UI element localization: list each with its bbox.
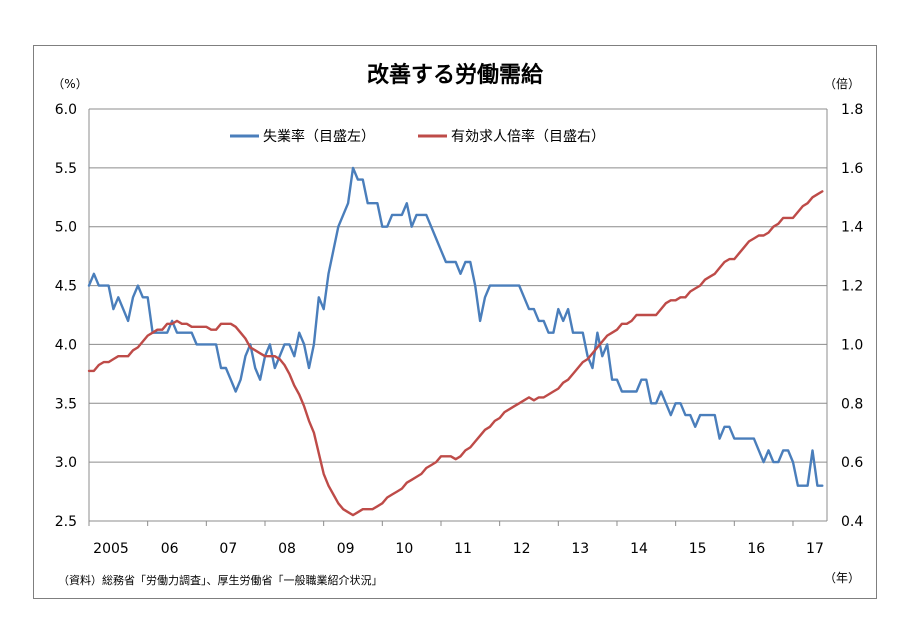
left-tick-label: 4.0 bbox=[55, 337, 77, 353]
legend-label-job-ratio: 有効求人倍率（目盛右） bbox=[451, 128, 605, 145]
legend-label-unemployment: 失業率（目盛左） bbox=[263, 128, 375, 145]
left-tick-label: 4.5 bbox=[55, 279, 77, 295]
right-axis-ticks: 0.4 0.6 0.8 1.0 1.2 1.4 1.6 1.8 bbox=[841, 102, 863, 530]
unemployment-rate-line bbox=[87, 166, 824, 487]
left-tick-label: 3.0 bbox=[55, 455, 77, 471]
left-tick-label: 5.5 bbox=[55, 161, 77, 177]
series-lines bbox=[87, 166, 824, 517]
left-axis-ticks: 2.5 3.0 3.5 4.0 4.5 5.0 5.5 6.0 bbox=[55, 102, 77, 530]
x-tick-label: 06 bbox=[161, 541, 179, 557]
x-tick-label: 07 bbox=[219, 541, 237, 557]
x-axis-ticks: 2005 06 07 08 09 10 11 12 13 14 15 16 17 bbox=[93, 541, 824, 557]
right-axis-unit: （倍） bbox=[824, 76, 860, 91]
x-tick-label: 14 bbox=[630, 541, 648, 557]
job-openings-ratio-line bbox=[87, 190, 824, 517]
x-axis-unit: （年） bbox=[824, 571, 860, 585]
legend: 失業率（目盛左） 有効求人倍率（目盛右） bbox=[230, 128, 605, 145]
left-tick-label: 6.0 bbox=[55, 102, 77, 118]
source-note: （資料）総務省「労働力調査」、厚生労働省「一般職業紹介状況」 bbox=[58, 573, 383, 587]
right-tick-label: 1.4 bbox=[841, 220, 863, 236]
x-tick-label: 16 bbox=[747, 541, 765, 557]
chart-frame: 改善する労働需給 （%） （倍） （資料）総務省「労働力調査」、厚生労働省「一般… bbox=[33, 45, 877, 599]
axes bbox=[88, 109, 828, 526]
gridlines bbox=[89, 108, 827, 463]
right-tick-label: 1.6 bbox=[841, 161, 863, 177]
x-tick-label: 12 bbox=[513, 541, 531, 557]
x-tick-label: 11 bbox=[454, 541, 472, 557]
x-tick-label: 15 bbox=[689, 541, 707, 557]
x-tick-label: 2005 bbox=[93, 541, 129, 557]
x-tick-label: 17 bbox=[806, 541, 824, 557]
x-tick-label: 08 bbox=[278, 541, 296, 557]
right-tick-label: 1.2 bbox=[841, 279, 863, 295]
right-tick-label: 1.0 bbox=[841, 337, 863, 353]
left-tick-label: 2.5 bbox=[55, 514, 77, 530]
left-tick-label: 3.5 bbox=[55, 396, 77, 412]
left-tick-label: 5.0 bbox=[55, 220, 77, 236]
chart-canvas: 改善する労働需給 （%） （倍） （資料）総務省「労働力調査」、厚生労働省「一般… bbox=[52, 62, 863, 587]
left-axis-unit: （%） bbox=[52, 77, 87, 91]
x-tick-label: 10 bbox=[395, 541, 413, 557]
right-tick-label: 0.6 bbox=[841, 455, 863, 471]
chart-title: 改善する労働需給 bbox=[367, 62, 544, 88]
right-tick-label: 1.8 bbox=[841, 102, 863, 118]
right-tick-label: 0.4 bbox=[841, 514, 863, 530]
right-tick-label: 0.8 bbox=[841, 396, 863, 412]
x-tick-label: 13 bbox=[571, 541, 589, 557]
x-tick-label: 09 bbox=[337, 541, 355, 557]
